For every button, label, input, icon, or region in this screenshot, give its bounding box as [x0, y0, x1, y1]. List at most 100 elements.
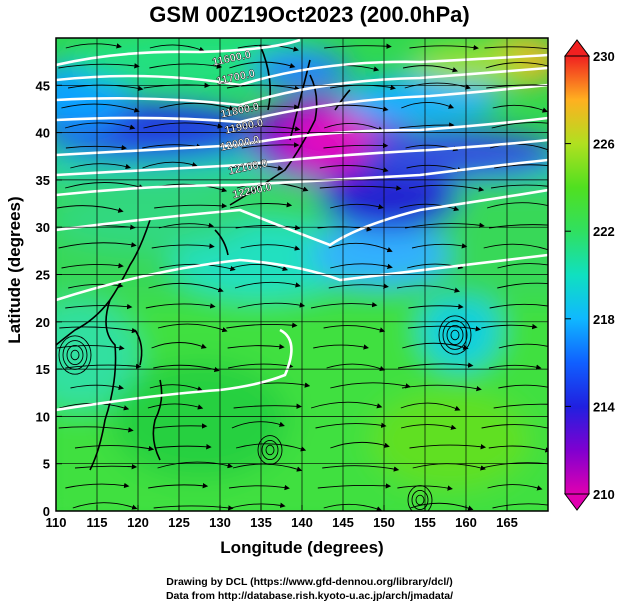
streamline [401, 102, 455, 109]
streamline [400, 424, 457, 430]
streamline [159, 263, 236, 272]
vortex-streamline [450, 329, 460, 341]
streamline [58, 426, 134, 433]
streamline [490, 184, 548, 189]
streamline [319, 165, 389, 173]
streamline [65, 43, 122, 49]
streamline [65, 482, 130, 489]
streamline [240, 244, 301, 251]
streamline [227, 343, 285, 350]
streamline [145, 303, 216, 309]
vortex-streamline [70, 349, 80, 361]
vortex-streamline [415, 494, 425, 506]
y-tick-label: 35 [36, 173, 50, 188]
y-axis: 0 5 10 15 20 25 30 35 40 45 [36, 78, 62, 519]
streamline [483, 243, 548, 253]
vortex-streamline [411, 489, 429, 511]
streamline [58, 63, 140, 69]
y-tick-label: 10 [36, 409, 50, 424]
colorbar-max-arrow [564, 39, 590, 57]
streamline [492, 104, 548, 113]
y-tick-label: 0 [43, 504, 50, 519]
streamline [74, 445, 155, 452]
streamline [149, 63, 223, 69]
streamline [401, 384, 482, 392]
streamline [229, 202, 293, 209]
streamline [61, 262, 124, 269]
streamline [57, 345, 125, 351]
x-tick-label: 135 [250, 515, 272, 530]
streamline [323, 325, 386, 333]
streamline [155, 444, 212, 450]
streamline [148, 282, 224, 293]
streamline [485, 62, 548, 69]
streamline [310, 401, 383, 409]
coastlines [56, 44, 351, 471]
streamline [315, 422, 387, 429]
data-credit: Data from http://database.rish.kyoto-u.a… [165, 590, 454, 602]
streamline [487, 484, 543, 491]
streamline [330, 441, 390, 449]
streamline [408, 184, 485, 192]
x-axis: 110 115 120 125 130 135 140 145 150 155 160 165 [46, 505, 518, 530]
streamline [399, 203, 460, 212]
graticule [56, 38, 548, 511]
vortex-streamline [66, 344, 84, 366]
streamline [234, 281, 301, 289]
y-tick-label: 5 [43, 457, 50, 472]
streamline [328, 242, 393, 253]
streamline [494, 164, 548, 169]
streamline [330, 203, 384, 210]
streamline [229, 164, 284, 171]
streamline [488, 364, 542, 370]
colorbar-tick-label: 222 [593, 224, 615, 239]
streamline [481, 462, 548, 469]
colorbar-tick-label: 210 [593, 487, 615, 502]
colorbar: 210 214 218 222 226 230 [564, 39, 615, 511]
x-tick-label: 130 [209, 515, 231, 530]
streamline [237, 44, 299, 52]
streamline [397, 362, 474, 369]
drawing-credit: Drawing by DCL (https://www.gfd-dennou.o… [166, 576, 453, 588]
streamline [149, 384, 203, 392]
streamline [407, 325, 482, 332]
colorbar-tick-label: 226 [593, 137, 615, 152]
streamline [149, 44, 205, 52]
streamline [231, 264, 289, 271]
streamline [142, 161, 198, 169]
streamline [405, 222, 485, 229]
streamline [148, 483, 209, 489]
streamline [65, 144, 127, 151]
streamline [324, 43, 392, 49]
streamline [151, 243, 215, 249]
streamline [324, 123, 384, 132]
streamline [399, 122, 455, 129]
x-tick-label: 150 [373, 515, 395, 530]
y-axis-label: Latitude (degrees) [5, 196, 24, 344]
streamline [489, 143, 548, 153]
streamline [497, 263, 548, 269]
streamline [143, 122, 224, 129]
colorbar-min-arrow [564, 493, 590, 511]
streamline [408, 303, 464, 310]
streamline [56, 205, 124, 213]
y-tick-label: 25 [36, 268, 50, 283]
x-tick-label: 160 [455, 515, 477, 530]
streamline [322, 465, 400, 472]
x-tick-label: 115 [87, 515, 108, 530]
streamline [235, 443, 307, 452]
streamline [58, 242, 137, 249]
streamline [151, 342, 207, 349]
vortex-streamline [58, 335, 92, 375]
y-tick-label: 45 [36, 78, 50, 93]
streamline [493, 403, 548, 409]
streamline [406, 164, 463, 173]
x-tick-label: 120 [127, 515, 149, 530]
y-tick-label: 30 [36, 220, 50, 235]
streamline [154, 203, 228, 209]
streamline [68, 282, 124, 289]
streamline [237, 302, 306, 309]
streamline [486, 202, 548, 209]
streamline [402, 65, 458, 73]
